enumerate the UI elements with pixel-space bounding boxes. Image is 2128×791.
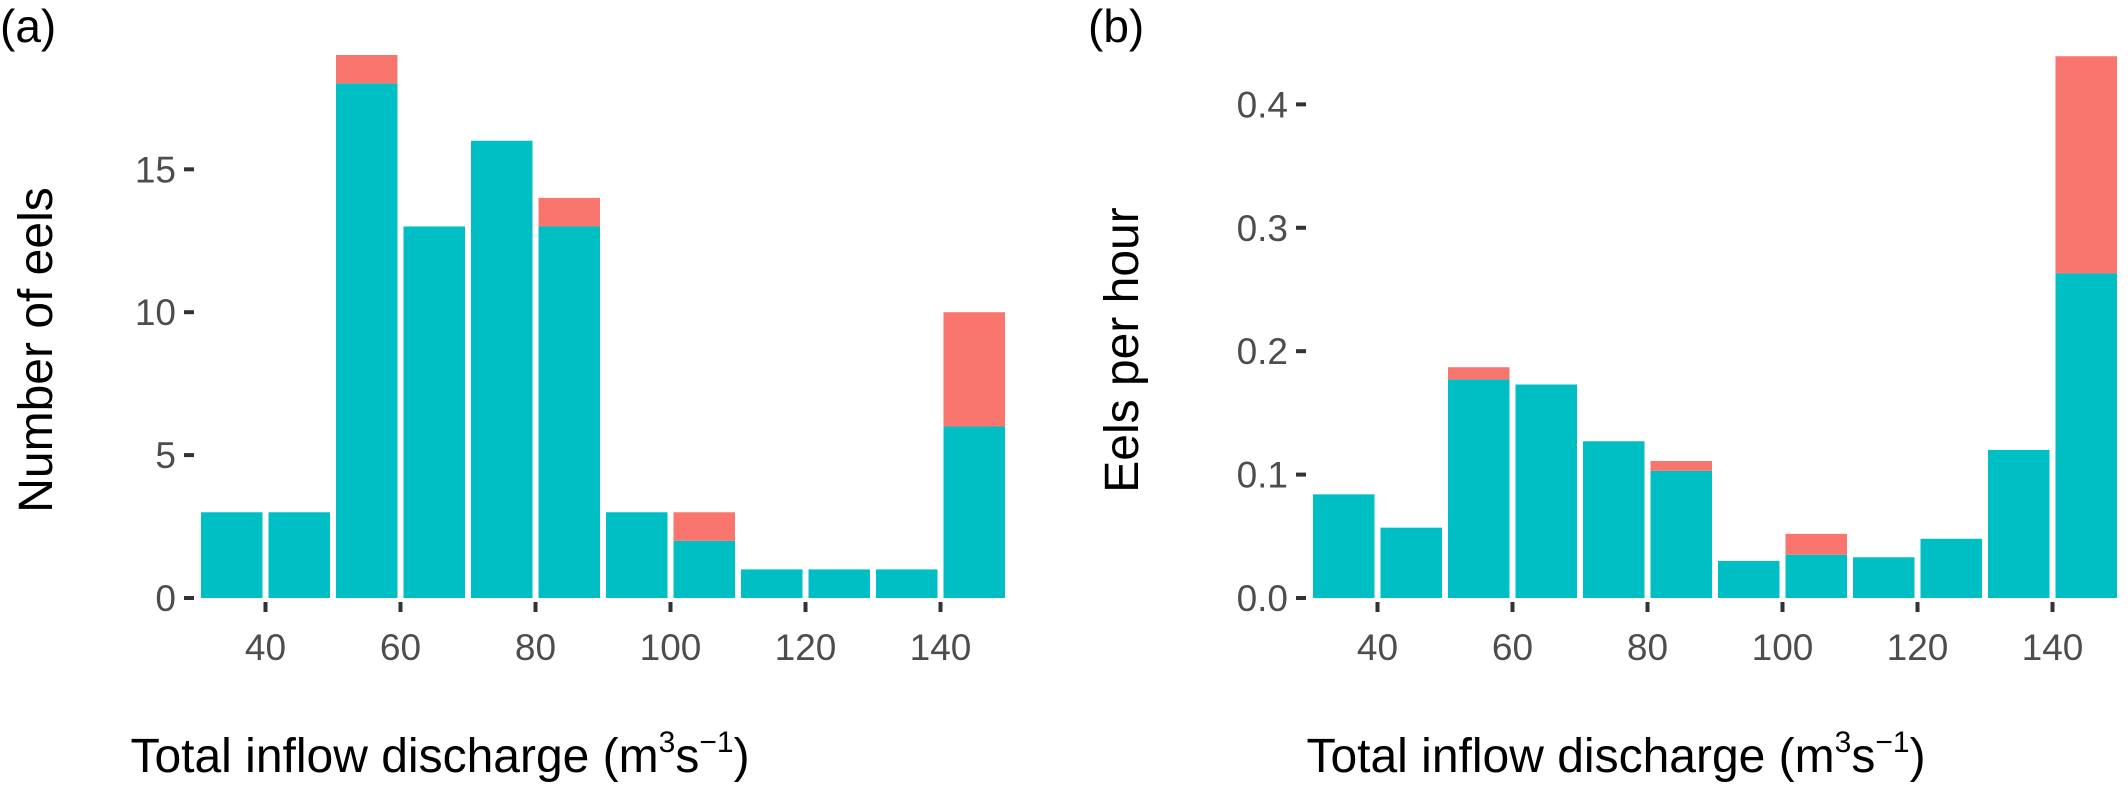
panel-a: (a) 0 5 10 15 40 60 80 100 120 140 Number of eel… bbox=[0, 0, 1005, 783]
bar-bottom bbox=[336, 83, 398, 598]
bar-bottom bbox=[673, 540, 735, 598]
panel-a-x-axis: 40 60 80 100 120 140 bbox=[245, 602, 971, 668]
panel-b-x-axis-title: Total inflow discharge (m3s−1) bbox=[1306, 726, 1925, 783]
bar-bottom bbox=[1515, 384, 1577, 598]
x-tick-label: 100 bbox=[640, 627, 702, 668]
x-tick-label: 140 bbox=[910, 627, 972, 668]
bar-bottom bbox=[538, 226, 600, 598]
bar-top bbox=[943, 312, 1005, 427]
bar-top bbox=[1785, 533, 1847, 555]
bar-bottom bbox=[201, 512, 263, 598]
bar-bottom bbox=[1583, 441, 1645, 598]
panel-a-bars bbox=[201, 55, 1005, 598]
panel-b-y-axis: 0.0 0.1 0.2 0.3 0.4 bbox=[1237, 84, 1306, 619]
bar-top bbox=[673, 512, 735, 541]
x-tick-label: 40 bbox=[1357, 627, 1398, 668]
panel-a-y-axis-title: Number of eels bbox=[10, 187, 63, 512]
x-tick-label: 80 bbox=[515, 627, 556, 668]
x-tick-label: 40 bbox=[245, 627, 286, 668]
bar-bottom bbox=[741, 569, 803, 598]
y-tick-label: 0 bbox=[155, 578, 176, 619]
panel-b-y-axis-title: Eels per hour bbox=[1096, 207, 1149, 493]
bar-bottom bbox=[403, 226, 465, 598]
bar-bottom bbox=[1650, 470, 1712, 598]
panel-b-x-axis: 40 60 80 100 120 140 bbox=[1357, 602, 2083, 668]
bar-bottom bbox=[1853, 557, 1915, 598]
x-tick-label: 60 bbox=[380, 627, 421, 668]
panel-a-label: (a) bbox=[0, 0, 56, 52]
bar-bottom bbox=[1380, 527, 1442, 598]
y-tick-label: 10 bbox=[135, 292, 176, 333]
y-tick-label: 0.3 bbox=[1237, 208, 1288, 249]
bar-bottom bbox=[606, 512, 668, 598]
bar-bottom bbox=[808, 569, 870, 598]
bar-bottom bbox=[1313, 494, 1375, 598]
x-tick-label: 140 bbox=[2022, 627, 2084, 668]
bar-top bbox=[336, 55, 398, 84]
y-tick-label: 0.0 bbox=[1237, 578, 1288, 619]
panel-b-bars bbox=[1313, 56, 2117, 598]
panel-a-x-axis-title: Total inflow discharge (m3s−1) bbox=[130, 726, 749, 783]
bar-bottom bbox=[876, 569, 938, 598]
x-tick-label: 120 bbox=[775, 627, 837, 668]
y-tick-label: 0.1 bbox=[1237, 455, 1288, 496]
panel-b: (b) 0.0 0.1 0.2 0.3 0.4 40 60 80 100 120 140 Eels… bbox=[1088, 0, 2117, 783]
bar-bottom bbox=[1785, 554, 1847, 598]
bar-bottom bbox=[2055, 273, 2117, 598]
panel-a-y-axis: 0 5 10 15 bbox=[135, 149, 194, 619]
bar-bottom bbox=[943, 426, 1005, 598]
bar-bottom bbox=[1448, 379, 1510, 598]
bar-bottom bbox=[268, 512, 330, 598]
bar-bottom bbox=[471, 140, 533, 598]
bar-top bbox=[538, 197, 600, 227]
y-tick-label: 15 bbox=[135, 149, 176, 190]
x-tick-label: 120 bbox=[1887, 627, 1949, 668]
panel-b-label: (b) bbox=[1088, 0, 1144, 52]
x-tick-label: 80 bbox=[1627, 627, 1668, 668]
bar-top bbox=[1650, 461, 1712, 471]
x-tick-label: 100 bbox=[1752, 627, 1814, 668]
bar-bottom bbox=[1718, 560, 1780, 598]
bar-bottom bbox=[1920, 538, 1982, 598]
y-tick-label: 0.2 bbox=[1237, 331, 1288, 372]
bar-top bbox=[1448, 367, 1510, 380]
y-tick-label: 0.4 bbox=[1237, 84, 1288, 125]
x-tick-label: 60 bbox=[1492, 627, 1533, 668]
bar-top bbox=[2055, 56, 2117, 274]
y-tick-label: 5 bbox=[155, 435, 176, 476]
bar-bottom bbox=[1988, 449, 2050, 598]
